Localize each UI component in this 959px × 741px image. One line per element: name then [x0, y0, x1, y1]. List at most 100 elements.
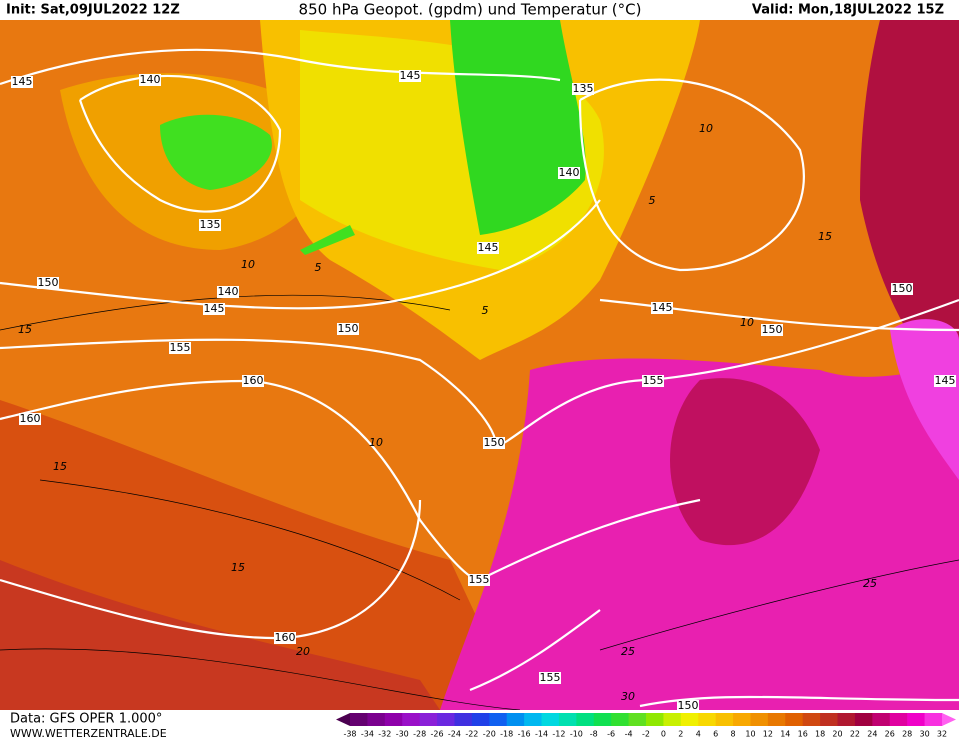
colorbar-label: -6 — [607, 730, 615, 739]
label-box — [677, 700, 699, 712]
colorbar-swatch — [889, 713, 908, 726]
colorbar-label: -32 — [378, 730, 391, 739]
colorbar-label: -12 — [552, 730, 565, 739]
colorbar-swatch — [698, 713, 717, 726]
colorbar-swatch — [767, 713, 786, 726]
label-box — [19, 413, 41, 425]
label-box — [651, 302, 673, 314]
temperature-label: 15 — [18, 323, 32, 336]
colorbar-label: -34 — [361, 730, 374, 739]
label-box — [572, 83, 594, 95]
colorbar-label: -22 — [465, 730, 478, 739]
geopotential-label: 160 — [275, 631, 296, 644]
colorbar-label: 12 — [763, 730, 773, 739]
temperature-label: 10 — [369, 436, 383, 449]
label-box — [934, 375, 956, 387]
colorbar-label: -28 — [413, 730, 426, 739]
colorbar-swatch — [907, 713, 926, 726]
colorbar-label: 10 — [745, 730, 755, 739]
colorbar-label: 28 — [902, 730, 912, 739]
colorbar-label: -18 — [500, 730, 513, 739]
temperature-label: 20 — [296, 645, 310, 658]
colorbar-label: 30 — [919, 730, 929, 739]
label-box — [199, 219, 221, 231]
colorbar-swatch — [350, 713, 368, 726]
geopotential-label: 135 — [573, 82, 594, 95]
colorbar-label: 4 — [696, 730, 701, 739]
colorbar-swatch — [924, 713, 943, 726]
colorbar-label: -16 — [518, 730, 531, 739]
geopotential-label: 145 — [478, 241, 499, 254]
label-box — [761, 324, 783, 336]
colorbar-label: -14 — [535, 730, 548, 739]
colorbar-swatch — [471, 713, 490, 726]
colorbar-swatch — [802, 713, 821, 726]
label-box — [139, 74, 161, 86]
geopotential-label: 150 — [678, 699, 699, 712]
colorbar-label: -26 — [431, 730, 444, 739]
label-box — [891, 283, 913, 295]
colorbar-swatch — [646, 713, 664, 726]
colorbar-label: 26 — [885, 730, 895, 739]
colorbar-label: 6 — [713, 730, 718, 739]
geopotential-label: 145 — [400, 69, 421, 82]
colorbar-swatch — [524, 713, 543, 726]
colorbar-label: -2 — [642, 730, 650, 739]
colorbar-swatch — [854, 713, 873, 726]
temperature-label: 25 — [863, 577, 877, 590]
label-box — [399, 70, 421, 82]
label-box — [11, 76, 33, 88]
colorbar-label: -38 — [343, 730, 356, 739]
label-box — [37, 277, 59, 289]
colorbar-swatch — [837, 713, 856, 726]
geopotential-label: 150 — [484, 436, 505, 449]
geopotential-label: 140 — [140, 73, 161, 86]
geopotential-label: 150 — [38, 276, 59, 289]
geopotential-label: 155 — [469, 573, 490, 586]
colorbar-swatch — [820, 713, 839, 726]
colorbar-label: 32 — [937, 730, 947, 739]
colorbar-label: 14 — [780, 730, 790, 739]
colorbar-label: -10 — [570, 730, 583, 739]
site-name: WWW.WETTERZENTRALE.DE — [10, 727, 167, 740]
label-box — [203, 303, 225, 315]
temperature-label: 10 — [241, 258, 255, 271]
colorbar-swatch — [437, 713, 455, 726]
colorbar-swatch — [872, 713, 891, 726]
geopotential-label: 140 — [559, 166, 580, 179]
label-box — [242, 375, 264, 387]
geopotential-label: 160 — [243, 374, 264, 387]
colorbar-swatch — [367, 713, 386, 726]
label-box — [539, 672, 561, 684]
geopotential-label: 140 — [218, 285, 239, 298]
colorbar-end — [942, 713, 956, 726]
label-box — [468, 574, 490, 586]
colorbar-swatch — [558, 713, 577, 726]
temperature-label: 5 — [315, 261, 322, 274]
colorbar-swatch — [750, 713, 769, 726]
header-bar — [0, 0, 959, 20]
data-source: Data: GFS OPER 1.000° — [10, 712, 162, 727]
label-box — [217, 286, 239, 298]
temperature-label: 10 — [699, 122, 713, 135]
colorbar-label: 8 — [731, 730, 736, 739]
colorbar-swatch — [454, 713, 473, 726]
label-box — [558, 167, 580, 179]
temperature-label: 15 — [53, 460, 67, 473]
colorbar-label: 24 — [867, 730, 877, 739]
colorbar-swatch — [419, 713, 438, 726]
label-box — [337, 323, 359, 335]
colorbar-swatch — [680, 713, 699, 726]
map — [0, 20, 959, 711]
colorbar-label: -24 — [448, 730, 461, 739]
temperature-label: 30 — [621, 690, 635, 703]
geopotential-label: 155 — [170, 341, 191, 354]
colorbar-label: 22 — [850, 730, 860, 739]
geopotential-label: 155 — [643, 374, 664, 387]
temperature-label: 5 — [649, 194, 656, 207]
colorbar-swatch — [785, 713, 804, 726]
colorbar-swatch — [506, 713, 525, 726]
colorbar-swatch — [628, 713, 647, 726]
colorbar-swatch — [576, 713, 595, 726]
